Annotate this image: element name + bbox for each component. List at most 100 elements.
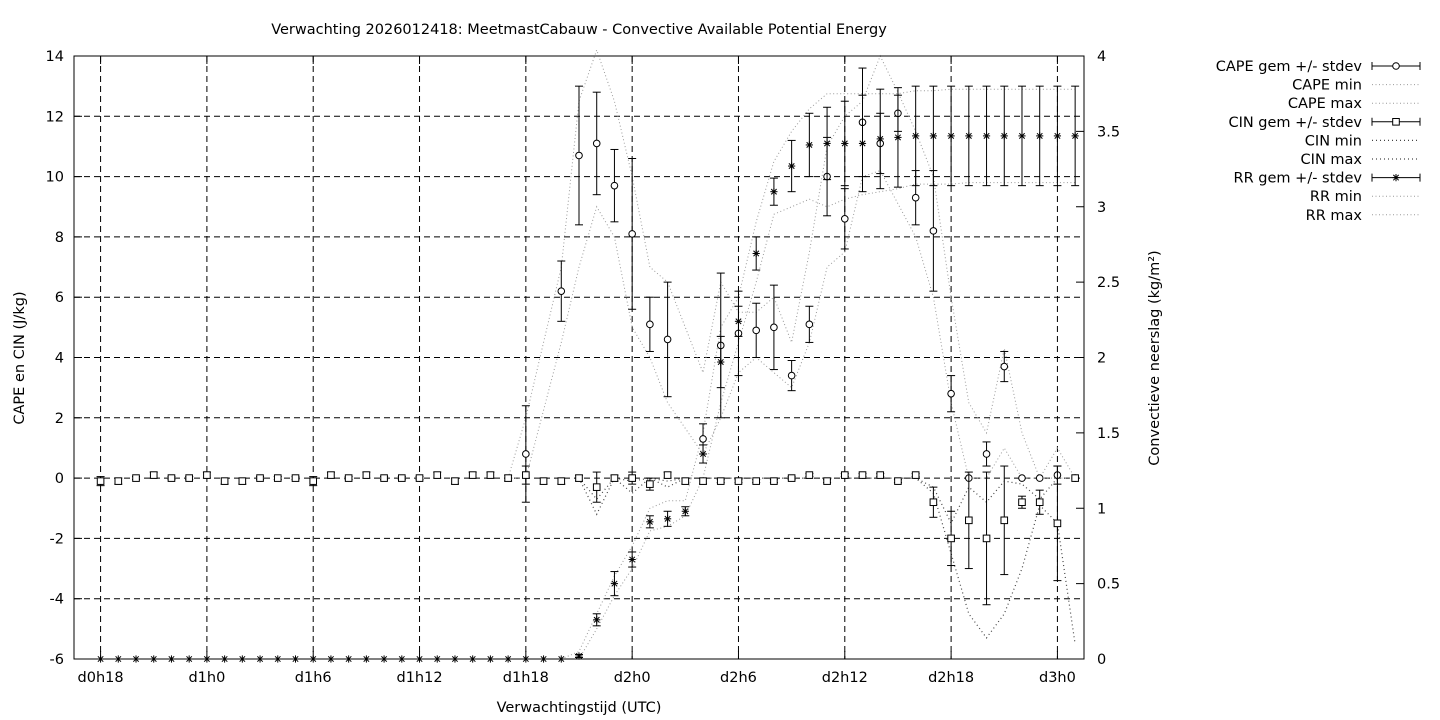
data-point [734, 477, 743, 485]
star-stroke [894, 134, 902, 141]
legend-label: RR gem +/- stdev [1234, 171, 1363, 187]
data-point [699, 435, 707, 443]
star-stroke [1001, 132, 1008, 139]
star-stroke [948, 132, 955, 139]
data-point [770, 477, 778, 485]
star-stroke [1072, 132, 1079, 139]
data-point [787, 371, 796, 380]
series-line-cape-max [507, 48, 1076, 480]
data-point [1053, 132, 1062, 140]
data-point [539, 477, 548, 485]
data-point [663, 471, 672, 479]
data-point [1035, 474, 1044, 482]
chart-title: Verwachting 2026012418: MeetmastCabauw -… [271, 22, 887, 38]
x-tick-label: d2h0 [614, 670, 651, 686]
data-point [185, 474, 193, 482]
star-stroke [1018, 132, 1026, 139]
data-point [752, 477, 760, 485]
data-point [770, 188, 778, 196]
star-stroke [824, 140, 831, 147]
data-point [1000, 362, 1009, 371]
data-point [823, 477, 831, 485]
y2-tick-label: 4 [1097, 49, 1106, 65]
data-point [876, 135, 884, 143]
data-point [468, 471, 477, 479]
star-stroke [1036, 132, 1043, 139]
y-tick-label: 0 [55, 471, 64, 487]
y2-tick-label: 2 [1097, 351, 1106, 367]
data-point [911, 193, 920, 202]
data-point [557, 287, 566, 295]
axis-ticks: d0h18 d1h0 d1h6 d1h12 d1h18 d2h0 d2h6 d2h12 d2h1… [46, 49, 1121, 686]
data-point [823, 139, 831, 148]
series-line-cin-min [578, 477, 1076, 644]
y-tick-label: 4 [55, 351, 64, 367]
data-point [947, 534, 955, 543]
data-point [1071, 474, 1079, 482]
data-point [982, 534, 991, 543]
legend-label: CAPE max [1288, 96, 1363, 112]
data-point [646, 518, 654, 526]
data-point [965, 132, 973, 140]
data-point [1000, 516, 1009, 525]
data-point [911, 471, 920, 479]
data-point [592, 483, 601, 491]
star-stroke [699, 450, 707, 458]
data-point [220, 477, 229, 485]
star-stroke [1392, 174, 1400, 181]
data-point [787, 474, 796, 482]
data-point [717, 358, 725, 366]
data-point [805, 320, 814, 329]
y2-tick-label: 0.5 [1097, 577, 1120, 593]
data-point [947, 132, 955, 140]
data-point [149, 471, 158, 479]
legend-label: RR min [1310, 189, 1362, 205]
y2-tick-label: 1.5 [1097, 426, 1120, 442]
data-point [858, 139, 867, 148]
series-line-rr-min [561, 182, 1076, 660]
data-point [96, 477, 105, 485]
y-tick-label: 6 [55, 290, 64, 306]
data-point [522, 471, 530, 479]
data-point [504, 474, 512, 482]
y2-axis-label: Convectieve neerslag (kg/m²) [1147, 250, 1163, 465]
star-stroke [629, 556, 636, 563]
data-point [291, 474, 300, 482]
data-point [841, 139, 849, 148]
data-point [699, 477, 707, 485]
y-tick-label: 2 [55, 411, 64, 427]
data-point [894, 477, 902, 485]
star-stroke [859, 140, 866, 147]
star-stroke [611, 580, 618, 587]
data-point [894, 133, 902, 142]
data-point [929, 227, 938, 235]
data-point [114, 477, 123, 485]
data-point [575, 474, 583, 482]
data-point [628, 230, 636, 238]
x-axis-label: Verwachtingstijd (UTC) [497, 700, 662, 716]
data-point [1392, 174, 1400, 182]
x-tick-label: d1h6 [295, 670, 332, 686]
star-stroke [806, 141, 813, 148]
data-point [840, 215, 849, 223]
series-line-rr-max [561, 88, 1076, 660]
data-point [982, 450, 991, 458]
data-point [982, 132, 991, 140]
data-point [610, 580, 619, 588]
star-stroke [877, 135, 884, 142]
data-point [1053, 519, 1062, 528]
data-point [344, 474, 353, 482]
y-axis-label: CAPE en CIN (J/kg) [12, 291, 28, 424]
data-point [628, 474, 636, 482]
y-tick-label: -4 [50, 592, 64, 608]
data-point [1035, 498, 1044, 507]
y-tick-label: -2 [50, 531, 64, 547]
data-point [805, 471, 814, 479]
x-tick-label: d2h12 [822, 670, 868, 686]
data-point [1036, 132, 1044, 140]
data-point [663, 515, 672, 523]
x-tick-label: d2h6 [720, 670, 757, 686]
legend-label: CIN max [1301, 152, 1363, 168]
data-point [575, 151, 583, 160]
